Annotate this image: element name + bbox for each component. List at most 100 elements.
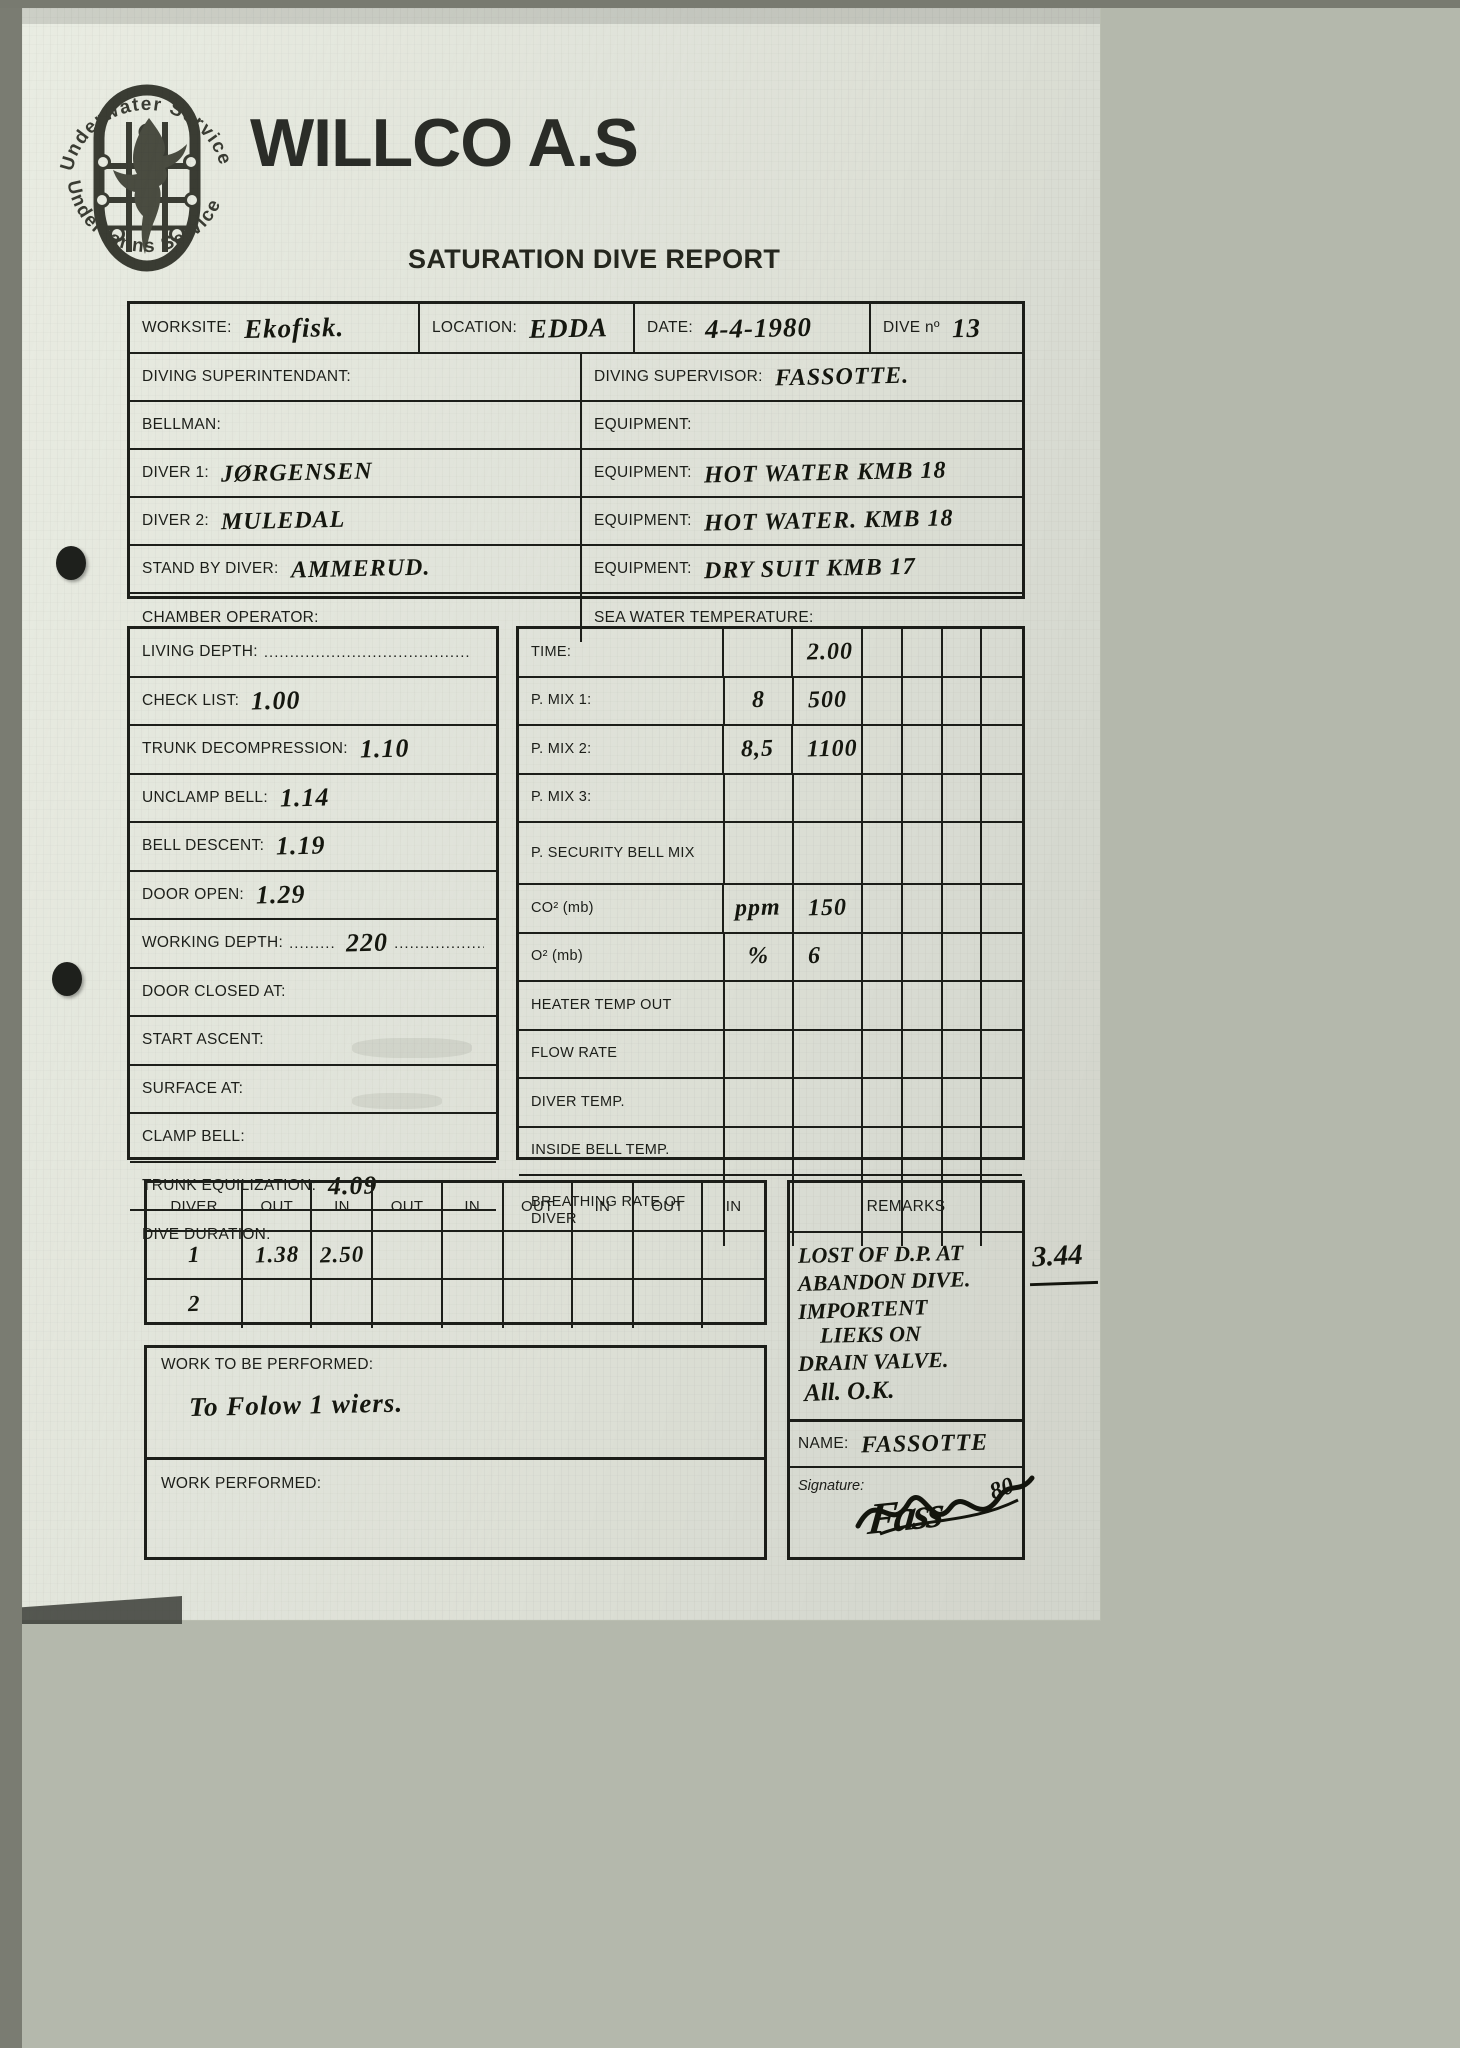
gas-empty-cell[interactable] <box>903 1030 943 1077</box>
timeline-row[interactable]: UNCLAMP BELL: 1.14 <box>130 775 496 823</box>
gas-empty-cell[interactable] <box>982 1031 1022 1078</box>
gas-empty-cell[interactable] <box>863 1127 903 1174</box>
field-standby-diver[interactable]: STAND BY DIVER: AMMERUD. <box>130 546 582 592</box>
gas-empty-cell[interactable] <box>863 1079 903 1126</box>
gas-empty-cell[interactable] <box>863 677 903 724</box>
diver-time-cell[interactable] <box>443 1280 504 1328</box>
diver-time-cell[interactable] <box>312 1280 374 1328</box>
gas-empty-cell[interactable] <box>943 885 983 932</box>
gas-value-b-cell[interactable] <box>794 1079 864 1126</box>
timeline-row[interactable]: WORKING DEPTH:......... 220..............… <box>130 920 496 969</box>
gas-value-b-cell[interactable]: 2.00 <box>793 629 864 676</box>
gas-value-a-cell[interactable] <box>725 823 794 883</box>
diver-time-cell[interactable] <box>634 1232 704 1278</box>
gas-empty-cell[interactable] <box>863 1030 903 1077</box>
work-performed-box[interactable]: WORK PERFORMED: <box>147 1460 764 1560</box>
gas-value-a-cell[interactable] <box>725 982 794 1029</box>
field-chamber-operator[interactable]: CHAMBER OPERATOR: <box>130 594 582 642</box>
signature-field[interactable]: Signature: Fass 80 <box>790 1468 1035 1573</box>
gas-empty-cell[interactable] <box>943 1176 983 1246</box>
gas-value-b-cell[interactable]: 1100 <box>793 726 864 773</box>
gas-empty-cell[interactable] <box>863 823 903 883</box>
name-field[interactable]: NAME: FASSOTTE <box>790 1422 1022 1468</box>
work-to-be-performed-box[interactable]: WORK TO BE PERFORMED: To Folow 1 wiers. <box>147 1348 764 1460</box>
table-row[interactable]: 2 <box>147 1280 764 1328</box>
gas-empty-cell[interactable] <box>982 934 1022 981</box>
gas-empty-cell[interactable] <box>903 726 943 773</box>
gas-empty-cell[interactable] <box>863 1176 903 1246</box>
gas-value-b-cell[interactable]: 6 <box>794 933 864 980</box>
gas-row[interactable]: P. MIX 1: 8 500 <box>519 677 1022 726</box>
diver-time-cell[interactable] <box>243 1280 313 1328</box>
gas-empty-cell[interactable] <box>943 774 983 821</box>
diver-time-cell[interactable] <box>703 1232 764 1278</box>
gas-empty-cell[interactable] <box>982 775 1022 822</box>
gas-empty-cell[interactable] <box>863 982 903 1029</box>
field-standby-equipment[interactable]: EQUIPMENT: DRY SUIT KMB 17 <box>582 546 1022 592</box>
timeline-row[interactable]: SURFACE AT: <box>130 1066 496 1114</box>
gas-empty-cell[interactable] <box>903 885 943 932</box>
gas-row[interactable]: P. MIX 3: <box>519 774 1022 823</box>
diver-time-cell[interactable] <box>703 1280 764 1328</box>
gas-value-a-cell[interactable]: % <box>725 933 794 980</box>
gas-value-a-cell[interactable]: 8 <box>725 677 794 724</box>
gas-empty-cell[interactable] <box>943 933 983 980</box>
gas-empty-cell[interactable] <box>903 629 943 676</box>
gas-empty-cell[interactable] <box>943 1079 983 1126</box>
gas-row[interactable]: HEATER TEMP OUT <box>519 982 1022 1031</box>
field-date[interactable]: DATE: 4-4-1980 <box>635 304 871 352</box>
gas-value-a-cell[interactable] <box>725 774 794 821</box>
field-diver1-equipment[interactable]: EQUIPMENT: HOT WATER KMB 18 <box>582 450 1022 496</box>
gas-empty-cell[interactable] <box>982 726 1022 773</box>
gas-empty-cell[interactable] <box>903 1176 943 1246</box>
gas-empty-cell[interactable] <box>982 678 1022 725</box>
timeline-row[interactable]: START ASCENT: <box>130 1017 496 1066</box>
timeline-row[interactable]: DOOR CLOSED AT: <box>130 969 496 1017</box>
gas-empty-cell[interactable] <box>943 677 983 724</box>
timeline-row[interactable]: LIVING DEPTH:...........................… <box>130 629 496 678</box>
gas-empty-cell[interactable] <box>903 677 943 724</box>
gas-value-b-cell[interactable] <box>794 1176 864 1246</box>
diver-time-cell[interactable] <box>573 1280 634 1328</box>
field-bellman[interactable]: BELLMAN: <box>130 402 582 448</box>
diver-time-cell[interactable] <box>634 1280 704 1328</box>
gas-empty-cell[interactable] <box>863 885 903 932</box>
gas-value-a-cell[interactable]: ppm <box>724 885 795 932</box>
gas-row[interactable]: CO² (mb) ppm 150 <box>519 885 1022 934</box>
gas-empty-cell[interactable] <box>863 629 903 676</box>
gas-row[interactable]: BREATHING RATE OF DIVER <box>519 1176 1022 1246</box>
gas-value-a-cell[interactable] <box>725 1079 794 1126</box>
gas-value-a-cell[interactable] <box>725 1127 794 1174</box>
gas-empty-cell[interactable] <box>863 726 903 773</box>
gas-row[interactable]: P. MIX 2: 8,5 1100 <box>519 726 1022 775</box>
gas-empty-cell[interactable] <box>903 1127 943 1174</box>
diver-time-cell[interactable] <box>504 1232 573 1278</box>
diver-time-cell[interactable]: 1.38 <box>243 1232 313 1278</box>
table-row[interactable]: 1 1.38 2.50 <box>147 1232 764 1280</box>
timeline-row[interactable]: DOOR OPEN: 1.29 <box>130 872 496 920</box>
field-diver2[interactable]: DIVER 2: MULEDAL <box>130 498 582 544</box>
field-location[interactable]: LOCATION: EDDA <box>420 304 635 352</box>
gas-value-b-cell[interactable] <box>794 823 864 883</box>
gas-empty-cell[interactable] <box>982 629 1022 676</box>
gas-value-b-cell[interactable] <box>794 1030 864 1077</box>
gas-row[interactable]: DIVER TEMP. <box>519 1079 1022 1128</box>
gas-value-b-cell[interactable]: 500 <box>794 677 864 724</box>
gas-value-b-cell[interactable] <box>794 982 864 1029</box>
timeline-row[interactable]: CLAMP BELL: <box>130 1114 496 1163</box>
field-sea-water-temp[interactable]: SEA WATER TEMPERATURE: <box>582 594 1022 642</box>
diver-time-cell[interactable]: 2.50 <box>312 1232 374 1278</box>
field-dive-no[interactable]: DIVE nº 13 <box>871 304 1022 352</box>
gas-value-a-cell[interactable] <box>724 629 794 676</box>
gas-value-b-cell[interactable] <box>794 774 864 821</box>
field-diver1[interactable]: DIVER 1: JØRGENSEN <box>130 450 582 496</box>
gas-value-b-cell[interactable] <box>794 1127 864 1174</box>
gas-empty-cell[interactable] <box>943 629 983 676</box>
gas-empty-cell[interactable] <box>903 823 943 883</box>
gas-empty-cell[interactable] <box>982 885 1022 932</box>
gas-empty-cell[interactable] <box>903 933 943 980</box>
gas-row[interactable]: O² (mb)% 6 <box>519 933 1022 982</box>
timeline-row[interactable]: CHECK LIST: 1.00 <box>130 678 496 726</box>
diver-time-cell[interactable] <box>504 1280 573 1328</box>
field-supervisor[interactable]: DIVING SUPERVISOR: FASSOTTE. <box>582 354 1022 400</box>
